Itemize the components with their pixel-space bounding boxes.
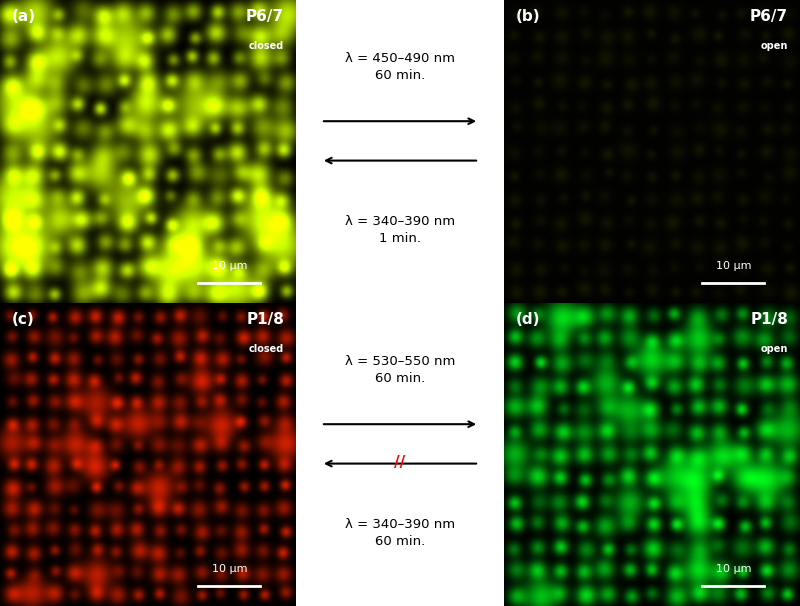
Text: P6/7: P6/7 [750,9,788,24]
Text: (a): (a) [12,9,36,24]
Text: (c): (c) [12,312,34,327]
Text: open: open [761,344,788,354]
Text: λ = 530–550 nm
60 min.: λ = 530–550 nm 60 min. [345,355,455,385]
Text: P1/8: P1/8 [750,312,788,327]
Text: closed: closed [249,41,284,51]
Text: λ = 340–390 nm
60 min.: λ = 340–390 nm 60 min. [345,518,455,548]
Text: P1/8: P1/8 [246,312,284,327]
Text: 10 μm: 10 μm [212,564,247,574]
Text: 10 μm: 10 μm [716,564,751,574]
Text: closed: closed [249,344,284,354]
Text: (d): (d) [516,312,540,327]
Text: 10 μm: 10 μm [716,261,751,271]
Text: //: // [394,454,406,470]
Text: 10 μm: 10 μm [212,261,247,271]
Text: λ = 340–390 nm
1 min.: λ = 340–390 nm 1 min. [345,215,455,245]
Text: λ = 450–490 nm
60 min.: λ = 450–490 nm 60 min. [345,52,455,82]
Text: (b): (b) [516,9,541,24]
Text: P6/7: P6/7 [246,9,284,24]
Text: open: open [761,41,788,51]
